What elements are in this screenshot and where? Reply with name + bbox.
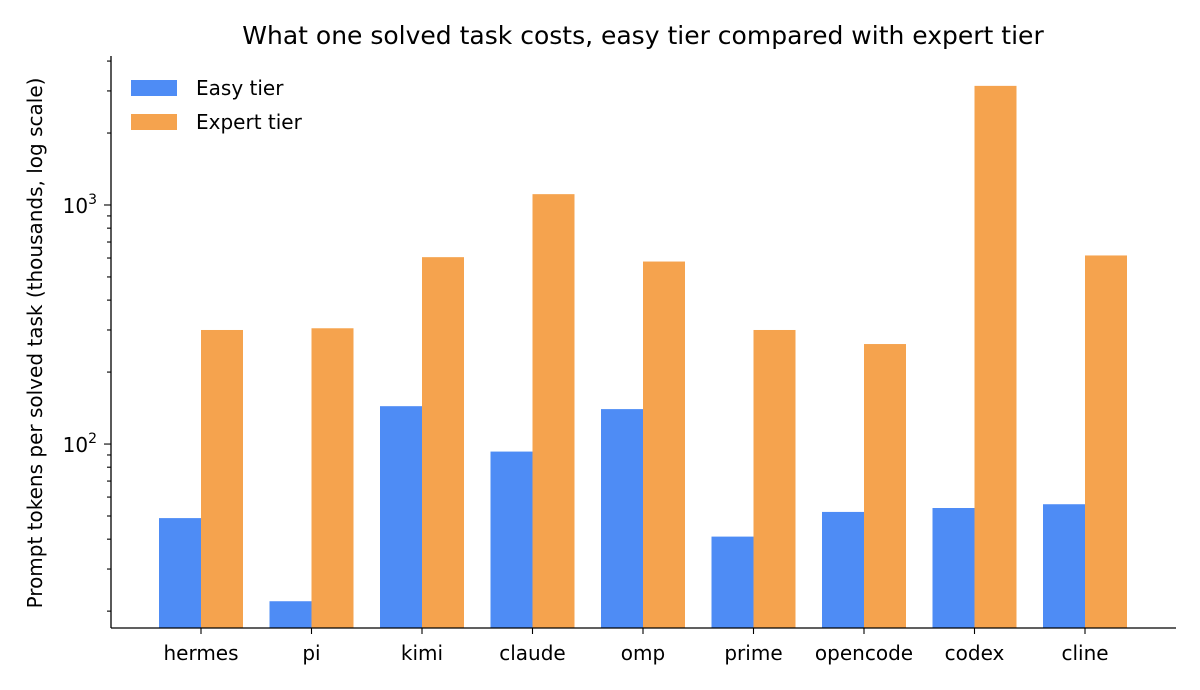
bar-expert-kimi: [422, 257, 464, 628]
bar-easy-cline: [1043, 504, 1085, 628]
bar-easy-claude: [490, 451, 533, 628]
x-tick-label-codex: codex: [945, 641, 1005, 665]
x-tick-label-cline: cline: [1061, 641, 1108, 665]
bar-expert-prime: [753, 329, 796, 628]
x-tick-label-kimi: kimi: [401, 641, 443, 665]
bar-expert-claude: [532, 194, 575, 628]
legend-swatch-expert: [131, 114, 177, 130]
y-axis-label: Prompt tokens per solved task (thousands…: [23, 78, 47, 609]
legend-label-expert: Expert tier: [196, 110, 303, 134]
bars-group: [159, 85, 1127, 629]
bar-expert-hermes: [201, 329, 243, 628]
x-tick-label-hermes: hermes: [163, 641, 238, 665]
x-ticks-group: hermes pi kimi claude omp prime opencode codex c…: [163, 628, 1109, 665]
bar-easy-hermes: [159, 518, 201, 628]
legend-swatch-easy: [131, 80, 177, 96]
bar-expert-omp: [643, 261, 685, 628]
legend: Easy tier Expert tier: [131, 76, 303, 134]
y-tick-label-100: 102: [63, 431, 97, 457]
bar-easy-opencode: [822, 511, 864, 628]
bar-expert-cline: [1085, 255, 1127, 628]
x-tick-label-prime: prime: [724, 641, 782, 665]
bar-easy-omp: [601, 409, 643, 628]
x-tick-label-claude: claude: [499, 641, 565, 665]
chart-title: What one solved task costs, easy tier co…: [242, 21, 1044, 50]
y-ticks-group: 102 103: [63, 60, 111, 612]
legend-label-easy: Easy tier: [196, 76, 284, 100]
bar-easy-pi: [269, 601, 312, 628]
x-tick-label-omp: omp: [621, 641, 665, 665]
y-tick-label-1000: 103: [63, 192, 97, 218]
bar-easy-kimi: [380, 406, 422, 628]
bar-expert-codex: [974, 85, 1017, 629]
x-tick-label-opencode: opencode: [815, 641, 913, 665]
x-tick-label-pi: pi: [302, 641, 320, 665]
bar-easy-prime: [711, 536, 754, 628]
bar-easy-codex: [932, 508, 975, 628]
bar-expert-pi: [311, 328, 354, 628]
bar-expert-opencode: [864, 344, 906, 628]
